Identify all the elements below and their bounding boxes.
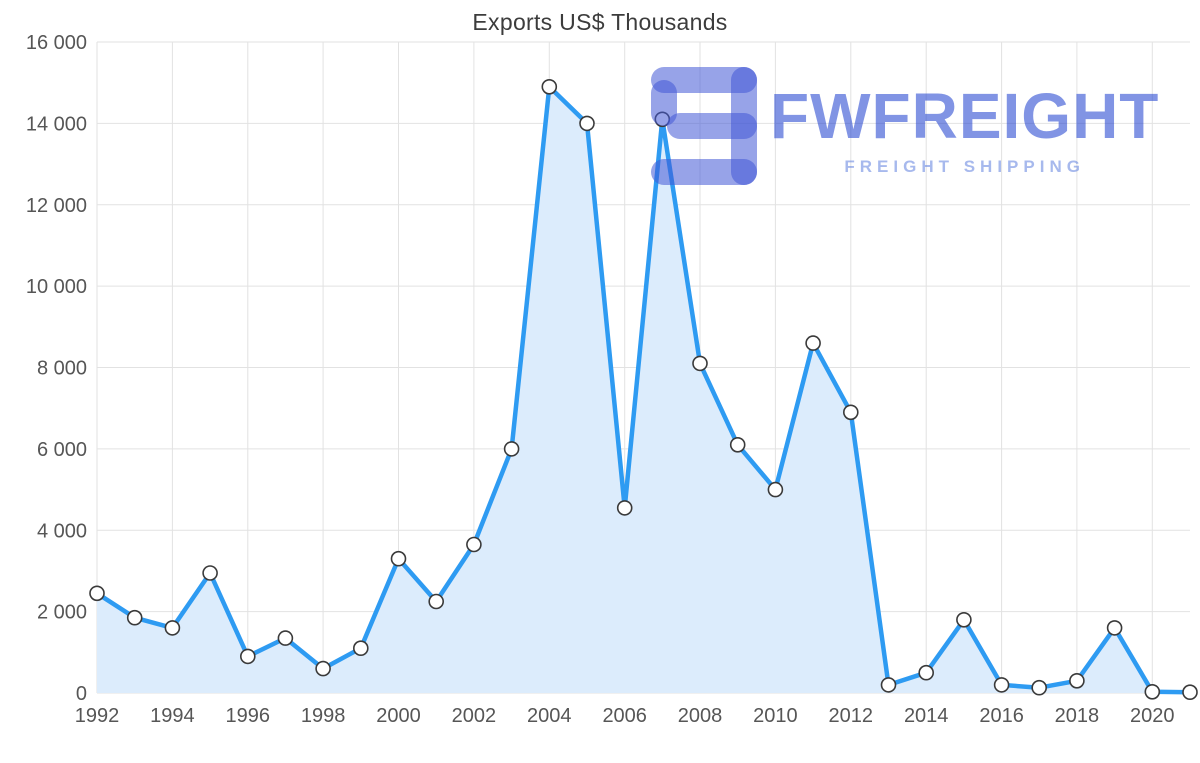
data-point-2010[interactable]: [767, 481, 784, 498]
y-axis-label-2000: 2 000: [37, 602, 87, 624]
data-point-2013[interactable]: [880, 677, 897, 693]
x-axis-label-1998: 1998: [301, 705, 346, 727]
y-axis-label-16000: 16 000: [26, 32, 87, 54]
y-axis-label-6000: 6 000: [37, 439, 87, 461]
data-point-2002[interactable]: [466, 536, 482, 553]
y-axis-label-14000: 14 000: [26, 113, 87, 135]
data-point-2006[interactable]: [616, 500, 633, 516]
x-axis-label-2012: 2012: [829, 705, 874, 727]
y-axis-label-10000: 10 000: [26, 276, 87, 298]
chart-title: Exports US$ Thousands: [472, 9, 728, 35]
y-axis-label-4000: 4 000: [37, 520, 87, 542]
data-point-2012[interactable]: [842, 404, 859, 421]
data-point-1999[interactable]: [352, 640, 369, 657]
x-axis-label-1992: 1992: [75, 705, 120, 727]
x-axis-label-2010: 2010: [753, 705, 798, 727]
data-point-2004[interactable]: [541, 79, 558, 95]
data-point-2007[interactable]: [654, 111, 671, 128]
x-axis-label-2000: 2000: [376, 705, 421, 727]
data-point-2020[interactable]: [1144, 683, 1161, 700]
data-point-1998[interactable]: [315, 660, 331, 677]
exports-area-fill: [97, 86, 1190, 694]
data-point-1992[interactable]: [89, 585, 105, 602]
x-axis-label-1996: 1996: [226, 705, 271, 727]
data-point-2011[interactable]: [805, 335, 821, 351]
data-point-2001[interactable]: [428, 593, 445, 610]
data-point-2009[interactable]: [729, 436, 746, 453]
data-point-1994[interactable]: [164, 620, 181, 636]
x-axis-label-2016: 2016: [979, 705, 1024, 727]
y-axis-label-12000: 12 000: [26, 195, 87, 217]
data-point-1995[interactable]: [202, 565, 218, 581]
data-point-1996[interactable]: [240, 648, 256, 665]
x-axis-label-2006: 2006: [602, 705, 647, 727]
data-point-1993[interactable]: [126, 609, 143, 626]
data-point-2014[interactable]: [918, 664, 935, 681]
data-point-2021[interactable]: [1182, 684, 1198, 701]
data-point-2015[interactable]: [956, 611, 972, 628]
data-point-2008[interactable]: [692, 355, 708, 372]
x-axis-label-2018: 2018: [1055, 705, 1100, 727]
y-axis-label-0: 0: [76, 683, 87, 705]
x-axis-label-2004: 2004: [527, 705, 572, 727]
data-point-2018[interactable]: [1069, 672, 1085, 689]
x-axis-label-2014: 2014: [904, 705, 949, 727]
data-point-2005[interactable]: [579, 115, 595, 132]
x-axis-label-2008: 2008: [678, 705, 723, 727]
data-point-2016[interactable]: [993, 677, 1010, 693]
x-axis-label-2020: 2020: [1130, 705, 1175, 727]
y-axis-label-8000: 8 000: [37, 358, 87, 380]
x-axis-label-1994: 1994: [150, 705, 195, 727]
data-point-2000[interactable]: [390, 550, 407, 567]
data-point-2003[interactable]: [503, 441, 520, 457]
x-axis-label-2002: 2002: [452, 705, 497, 727]
data-point-2017[interactable]: [1031, 679, 1047, 696]
data-point-1997[interactable]: [277, 630, 294, 646]
data-point-2019[interactable]: [1106, 620, 1123, 636]
